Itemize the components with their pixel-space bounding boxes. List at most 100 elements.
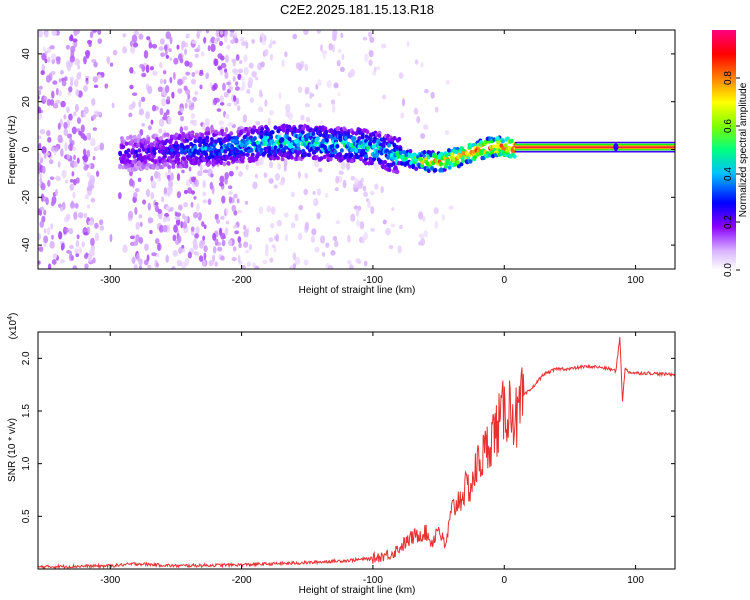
heatmap-cell — [213, 58, 219, 67]
heatmap-cell — [80, 124, 85, 133]
heatmap-cell — [163, 215, 167, 223]
heatmap-cell — [202, 235, 206, 241]
heatmap-cell — [84, 263, 89, 269]
heatmap-cell — [52, 103, 59, 109]
heatmap-cell — [245, 140, 250, 146]
heatmap-cell — [483, 139, 488, 145]
heatmap-cell — [249, 148, 254, 153]
heatmap-cell — [196, 202, 200, 212]
heatmap-cell — [39, 177, 43, 184]
snr-y-ticks: 0.5 1.0 1.5 2.0 — [21, 351, 675, 523]
heatmap-cell — [194, 48, 200, 53]
heatmap-cell — [205, 72, 210, 78]
heatmap-cell — [174, 140, 179, 146]
heatmap-cell — [92, 76, 99, 83]
heatmap-cell — [314, 137, 319, 143]
heatmap-cell — [224, 171, 230, 180]
heatmap-cell — [72, 191, 76, 199]
heatmap-cell — [41, 146, 47, 154]
heatmap-cell — [164, 44, 168, 51]
heatmap-cell — [395, 151, 400, 157]
heatmap-cell — [183, 125, 189, 131]
y-tick-label: 40 — [21, 48, 32, 60]
heatmap-cell — [129, 40, 133, 47]
heatmap-cell — [228, 86, 233, 91]
heatmap-cell — [185, 71, 191, 76]
heatmap-cell — [196, 160, 201, 166]
heatmap-cell — [236, 198, 240, 204]
heatmap-cell — [444, 153, 449, 158]
heatmap-cell — [283, 158, 288, 167]
heatmap-cell — [86, 149, 91, 158]
x-tick-label: -300 — [100, 575, 120, 586]
heatmap-cell — [311, 228, 317, 236]
heatmap-cell — [202, 260, 206, 267]
heatmap-cell — [183, 201, 188, 208]
heatmap-cell — [157, 208, 162, 214]
heatmap-cell — [171, 164, 176, 169]
heatmap-cell — [219, 140, 224, 146]
heatmap-cell — [316, 212, 321, 220]
heatmap-cell — [84, 194, 89, 200]
heatmap-cell — [154, 238, 160, 245]
heatmap-cell — [363, 231, 369, 241]
heatmap-cell — [128, 112, 133, 118]
heatmap-cell — [59, 259, 65, 264]
heatmap-cell — [188, 99, 192, 106]
heatmap-cell — [509, 138, 514, 143]
heatmap-cell — [228, 191, 233, 195]
heatmap-cell — [149, 229, 153, 235]
heatmap-cell — [60, 148, 64, 157]
heatmap-cell — [324, 129, 329, 134]
heatmap-cell — [209, 136, 214, 142]
heatmap-cell — [387, 167, 392, 173]
heatmap-cell — [439, 161, 444, 167]
heatmap-cell — [349, 68, 356, 77]
heatmap-cell — [133, 264, 138, 269]
heatmap-cell — [64, 142, 68, 151]
heatmap-cell — [226, 102, 232, 107]
heatmap-cell — [214, 238, 219, 246]
heatmap-cell — [356, 219, 360, 227]
heatmap-cell — [177, 133, 182, 139]
heatmap-cell — [215, 218, 221, 224]
heatmap-cell — [393, 165, 398, 170]
heatmap-cell — [52, 80, 58, 85]
heatmap-cell — [335, 220, 341, 225]
heatmap-cell — [180, 221, 184, 229]
heatmap-cell — [396, 161, 401, 166]
heatmap-cell — [363, 191, 369, 198]
heatmap-cell — [179, 150, 184, 155]
heatmap-cell — [330, 250, 336, 256]
heatmap-cell — [219, 175, 225, 184]
heatmap-cell — [237, 73, 242, 81]
heatmap-cell — [93, 61, 98, 68]
heatmap-cell — [41, 165, 46, 174]
heatmap-cell — [364, 154, 369, 159]
heatmap-cell — [240, 76, 245, 81]
heatmap-cell — [245, 41, 249, 49]
heatmap-cell — [505, 136, 510, 141]
heatmap-cell — [279, 143, 284, 149]
heatmap-cell — [255, 226, 261, 233]
heatmap-cell — [235, 86, 240, 91]
heatmap-cell — [248, 77, 254, 85]
heatmap-cell — [233, 95, 237, 102]
heatmap-cell — [260, 126, 265, 132]
x-tick-label: -200 — [232, 575, 252, 586]
heatmap-cell — [239, 36, 245, 42]
heatmap-cell — [314, 159, 320, 168]
heatmap-cell — [142, 199, 147, 205]
heatmap-cell — [169, 147, 174, 153]
heatmap-cell — [297, 86, 303, 93]
heatmap-cell — [203, 224, 207, 230]
heatmap-cell — [213, 97, 218, 106]
heatmap-cell — [71, 255, 74, 261]
heatmap-cell — [258, 106, 264, 113]
heatmap-cell — [91, 178, 95, 186]
heatmap-cell — [75, 30, 81, 35]
heatmap-cell — [389, 152, 394, 158]
heatmap-cell — [57, 134, 63, 144]
heatmap-cell — [45, 75, 51, 83]
heatmap-cell — [328, 156, 333, 162]
